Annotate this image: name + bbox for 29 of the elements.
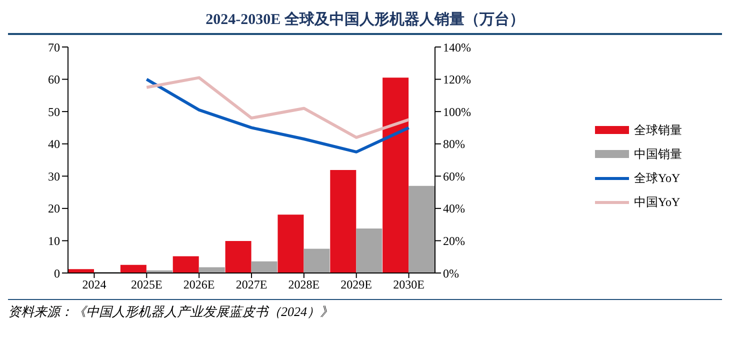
x-tick-label: 2025E bbox=[130, 278, 162, 292]
y-tick-label: 0 bbox=[54, 266, 60, 280]
y2-tick-label: 20% bbox=[443, 234, 465, 248]
x-tick-label: 2026E bbox=[183, 278, 215, 292]
y2-tick-label: 0% bbox=[443, 266, 459, 280]
y2-tick-label: 80% bbox=[443, 137, 465, 152]
y2-tick-label: 100% bbox=[443, 104, 471, 119]
y-tick-label: 50 bbox=[48, 104, 60, 119]
x-tick-label: 2029E bbox=[340, 278, 372, 292]
y2-tick-label: 140% bbox=[443, 40, 471, 54]
y-tick-label: 70 bbox=[48, 40, 60, 54]
text: 资料来源：《中国人形机器人产业发展蓝皮书（2024）》 bbox=[8, 299, 722, 321]
y-tick-label: 60 bbox=[48, 72, 60, 87]
legend-label: 全球销量 bbox=[634, 122, 682, 139]
y-tick-label: 40 bbox=[48, 137, 60, 152]
y-tick-label: 20 bbox=[48, 202, 60, 216]
y2-tick-label: 120% bbox=[443, 72, 471, 87]
y2-tick-label: 40% bbox=[443, 202, 465, 216]
x-tick-label: 2030E bbox=[393, 278, 424, 292]
y-tick-label: 10 bbox=[48, 234, 60, 248]
legend-label: 中国YoY bbox=[634, 194, 680, 211]
legend-label: 中国销量 bbox=[634, 146, 682, 163]
chart-title: 2024-2030E 全球及中国人形机器人销量（万台） bbox=[8, 8, 722, 35]
x-tick-label: 2024 bbox=[82, 278, 106, 292]
x-tick-label: 2028E bbox=[288, 278, 320, 292]
y-tick-label: 30 bbox=[48, 169, 60, 184]
y2-tick-label: 60% bbox=[443, 169, 465, 184]
x-tick-label: 2027E bbox=[236, 278, 268, 292]
legend-label: 全球YoY bbox=[634, 170, 680, 187]
